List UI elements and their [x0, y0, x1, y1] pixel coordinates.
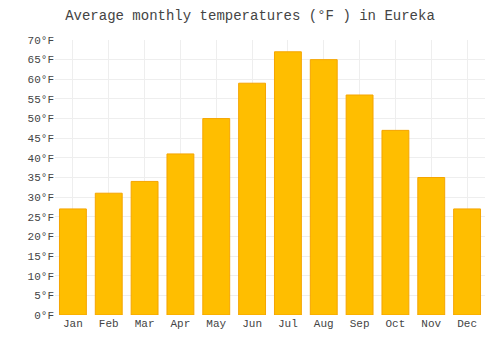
- svg-text:Mar: Mar: [135, 318, 155, 330]
- svg-text:25°F: 25°F: [28, 212, 54, 224]
- svg-text:35°F: 35°F: [28, 172, 54, 184]
- svg-text:10°F: 10°F: [28, 271, 54, 283]
- svg-text:65°F: 65°F: [28, 54, 54, 66]
- svg-text:Jan: Jan: [63, 318, 83, 330]
- svg-text:Apr: Apr: [171, 318, 191, 330]
- svg-text:55°F: 55°F: [28, 94, 54, 106]
- svg-text:Feb: Feb: [99, 318, 119, 330]
- svg-text:Oct: Oct: [386, 318, 406, 330]
- svg-text:60°F: 60°F: [28, 74, 54, 86]
- svg-text:Sep: Sep: [350, 318, 370, 330]
- svg-text:70°F: 70°F: [28, 35, 54, 47]
- svg-text:Nov: Nov: [421, 318, 441, 330]
- svg-text:20°F: 20°F: [28, 231, 54, 243]
- svg-text:30°F: 30°F: [28, 192, 54, 204]
- svg-text:5°F: 5°F: [34, 290, 54, 302]
- svg-text:May: May: [206, 318, 226, 330]
- svg-text:Jul: Jul: [278, 318, 298, 330]
- svg-text:45°F: 45°F: [28, 133, 54, 145]
- svg-text:Average monthly temperatures (: Average monthly temperatures (°F ) in Eu…: [65, 8, 435, 24]
- svg-text:0°F: 0°F: [34, 310, 54, 322]
- svg-text:15°F: 15°F: [28, 251, 54, 263]
- svg-text:Jun: Jun: [242, 318, 262, 330]
- svg-text:50°F: 50°F: [28, 113, 54, 125]
- svg-text:40°F: 40°F: [28, 153, 54, 165]
- svg-text:Aug: Aug: [314, 318, 334, 330]
- svg-text:Dec: Dec: [457, 318, 477, 330]
